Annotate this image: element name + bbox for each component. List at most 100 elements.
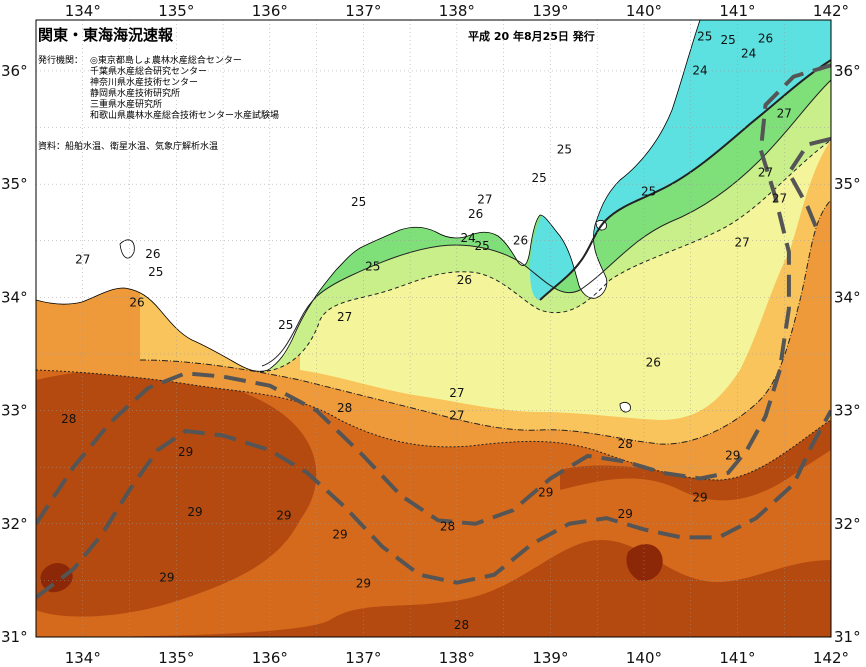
kuroshio-axis-2 bbox=[36, 409, 831, 599]
lat-tick-left: 31° bbox=[1, 628, 28, 646]
contour-label: 25 bbox=[697, 29, 712, 43]
lon-tick-top: 136° bbox=[252, 2, 288, 20]
contour-label: 25 bbox=[641, 185, 656, 199]
lon-tick-bottom: 138° bbox=[439, 649, 475, 667]
contour-label: 29 bbox=[178, 445, 193, 459]
contour-label: 27 bbox=[75, 253, 90, 267]
contour-label: 25 bbox=[148, 265, 163, 279]
lon-tick-top: 139° bbox=[532, 2, 568, 20]
awaji-island bbox=[119, 239, 135, 259]
lon-tick-top: 140° bbox=[626, 2, 662, 20]
issuer-label: 発行機関： bbox=[38, 56, 84, 66]
issuer-org-1: ◎東京都島しょ農林水産総合センター bbox=[90, 56, 242, 66]
contour-label: 25 bbox=[557, 143, 572, 157]
issue-date: 平成 20 年8月25日 発行 bbox=[468, 30, 595, 43]
contour-label: 25 bbox=[278, 318, 293, 332]
lon-tick-bottom: 141° bbox=[719, 649, 755, 667]
contour-label: 24 bbox=[741, 46, 756, 60]
issuer-org-6: 和歌山県農林水産総合技術センター水産試験場 bbox=[90, 111, 280, 121]
contour-label: 27 bbox=[449, 386, 464, 400]
contour-label: 29 bbox=[692, 490, 707, 504]
contour-label: 28 bbox=[440, 520, 455, 534]
contour-label: 27 bbox=[758, 165, 773, 179]
issuer-org-2: 千葉県水産総合研究センター bbox=[90, 67, 208, 77]
contour-label: 27 bbox=[337, 310, 352, 324]
lon-tick-bottom: 135° bbox=[158, 649, 194, 667]
contour-label: 26 bbox=[457, 273, 472, 287]
lat-tick-right: 34° bbox=[834, 288, 861, 306]
lat-tick-right: 33° bbox=[834, 402, 861, 420]
japan-land bbox=[36, 20, 701, 372]
lon-tick-bottom: 139° bbox=[532, 649, 568, 667]
contour-label: 25 bbox=[720, 33, 735, 47]
contour-label: 25 bbox=[351, 195, 366, 209]
lon-tick-bottom: 137° bbox=[345, 649, 381, 667]
contour-label: 26 bbox=[758, 32, 773, 46]
lon-tick-top: 138° bbox=[439, 2, 475, 20]
contour-label: 26 bbox=[129, 296, 144, 310]
data-source: 資料：船舶水温、衛星水温、気象庁解析水温 bbox=[38, 142, 219, 152]
contour-label: 27 bbox=[477, 193, 492, 207]
contour-label: 27 bbox=[772, 191, 787, 205]
lat-tick-right: 32° bbox=[834, 515, 861, 533]
contour-label: 27 bbox=[777, 106, 792, 120]
lat-tick-left: 34° bbox=[1, 288, 28, 306]
sst-zone-24 bbox=[320, 20, 831, 300]
contour-label: 29 bbox=[276, 508, 291, 522]
issuer-org-3: 神奈川県水産技術センター bbox=[90, 78, 199, 88]
issuer-org-4: 静岡県水産技術研究所 bbox=[90, 89, 181, 99]
contour-label: 29 bbox=[725, 448, 740, 462]
lon-tick-bottom: 140° bbox=[626, 649, 662, 667]
contour-label: 28 bbox=[61, 412, 76, 426]
contour-label: 29 bbox=[356, 576, 371, 590]
lon-tick-top: 142° bbox=[813, 2, 849, 20]
contour-label: 25 bbox=[532, 171, 547, 185]
lat-tick-left: 35° bbox=[1, 175, 28, 193]
contour-label: 28 bbox=[454, 618, 469, 632]
lat-tick-left: 33° bbox=[1, 402, 28, 420]
map-border bbox=[35, 19, 832, 638]
lon-tick-top: 141° bbox=[719, 2, 755, 20]
izu-islands bbox=[595, 220, 631, 413]
contour-label: 29 bbox=[538, 486, 553, 500]
contour-label: 24 bbox=[692, 63, 707, 77]
lon-tick-top: 135° bbox=[158, 2, 194, 20]
contour-label: 24 bbox=[460, 231, 475, 245]
kuroshio-axis-3 bbox=[786, 136, 831, 231]
contour-label: 26 bbox=[468, 207, 483, 221]
contour-label: 27 bbox=[449, 409, 464, 423]
lon-tick-bottom: 136° bbox=[252, 649, 288, 667]
contour-label: 28 bbox=[337, 401, 352, 415]
issuer-org-5: 三重県水産研究所 bbox=[90, 100, 163, 110]
lon-tick-top: 137° bbox=[345, 2, 381, 20]
lat-tick-right: 31° bbox=[834, 628, 861, 646]
contour-label: 29 bbox=[159, 571, 174, 585]
lat-tick-left: 36° bbox=[1, 62, 28, 80]
lat-tick-right: 36° bbox=[834, 62, 861, 80]
kuroshio-axis-lines bbox=[36, 63, 831, 599]
contour-label: 29 bbox=[332, 528, 347, 542]
issuer-block: 発行機関： ◎東京都島しょ農林水産総合センター 千葉県水産総合研究センター 神奈川… bbox=[38, 56, 279, 122]
contour-label: 29 bbox=[618, 507, 633, 521]
contour-label: 25 bbox=[365, 259, 380, 273]
lat-tick-right: 35° bbox=[834, 175, 861, 193]
contour-label: 26 bbox=[145, 247, 160, 261]
isotherm-contours bbox=[36, 59, 831, 481]
contour-label: 29 bbox=[187, 505, 202, 519]
contour-label: 27 bbox=[735, 236, 750, 250]
lat-tick-left: 32° bbox=[1, 515, 28, 533]
contour-label: 26 bbox=[513, 233, 528, 247]
kuroshio-axis-1 bbox=[36, 63, 831, 526]
lon-tick-bottom: 142° bbox=[813, 649, 849, 667]
contour-label: 28 bbox=[618, 437, 633, 451]
contour-label: 26 bbox=[646, 356, 661, 370]
lon-tick-top: 134° bbox=[65, 2, 101, 20]
bulletin-title: 関東・東海海況速報 bbox=[38, 26, 174, 44]
lon-tick-bottom: 134° bbox=[65, 649, 101, 667]
lat-lon-grid bbox=[36, 20, 831, 637]
contour-label: 25 bbox=[474, 239, 489, 253]
